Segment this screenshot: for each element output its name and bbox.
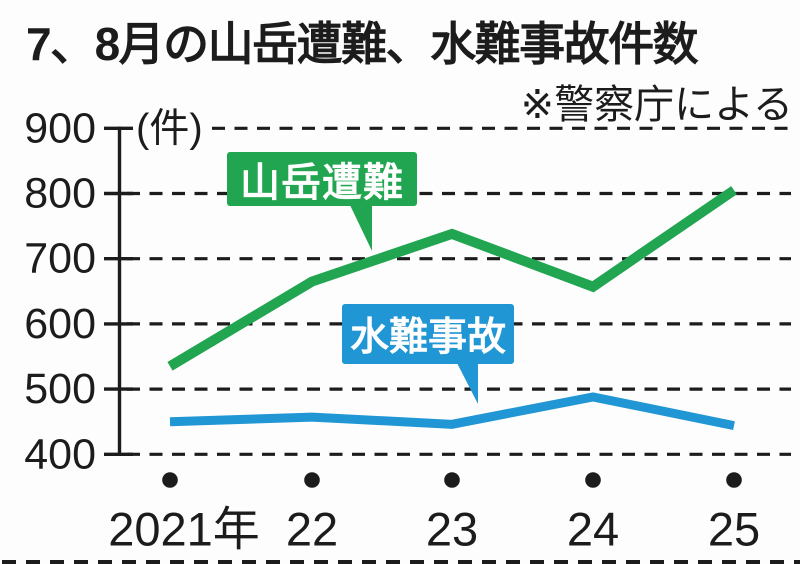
y-axis-label: 700 — [24, 235, 96, 283]
legend-mountain-callout: 山岳遭難 — [227, 152, 417, 206]
x-axis-label: 22 — [286, 503, 338, 556]
legend-water-label: 水難事故 — [350, 316, 507, 359]
y-axis-label: 900 — [24, 104, 96, 152]
x-axis-label: 24 — [567, 503, 619, 556]
y-axis-label: 500 — [24, 365, 96, 413]
y-axis-label: 800 — [24, 170, 96, 218]
y-axis-label: 400 — [24, 430, 96, 478]
legend-water-callout: 水難事故 — [342, 304, 515, 364]
x-axis-dot — [585, 472, 601, 488]
x-axis-dot — [726, 472, 742, 488]
x-axis-label: 23 — [426, 503, 478, 556]
x-axis-dot — [162, 472, 178, 488]
mountain-series-line — [167, 186, 737, 371]
chart-title: 7、8月の山岳遭難、水難事故件数 — [26, 18, 699, 70]
x-axis-label: 25 — [708, 503, 760, 556]
y-axis-label: 600 — [24, 300, 96, 348]
water-series-line — [169, 392, 735, 431]
x-axis-dot — [444, 472, 460, 488]
x-axis-dot — [304, 472, 320, 488]
y-axis-unit-label: (件) — [136, 106, 203, 150]
legend-mountain-label: 山岳遭難 — [240, 161, 404, 205]
x-axis-label: 2021年 — [108, 503, 260, 556]
source-note: ※警察庁による — [520, 83, 793, 127]
